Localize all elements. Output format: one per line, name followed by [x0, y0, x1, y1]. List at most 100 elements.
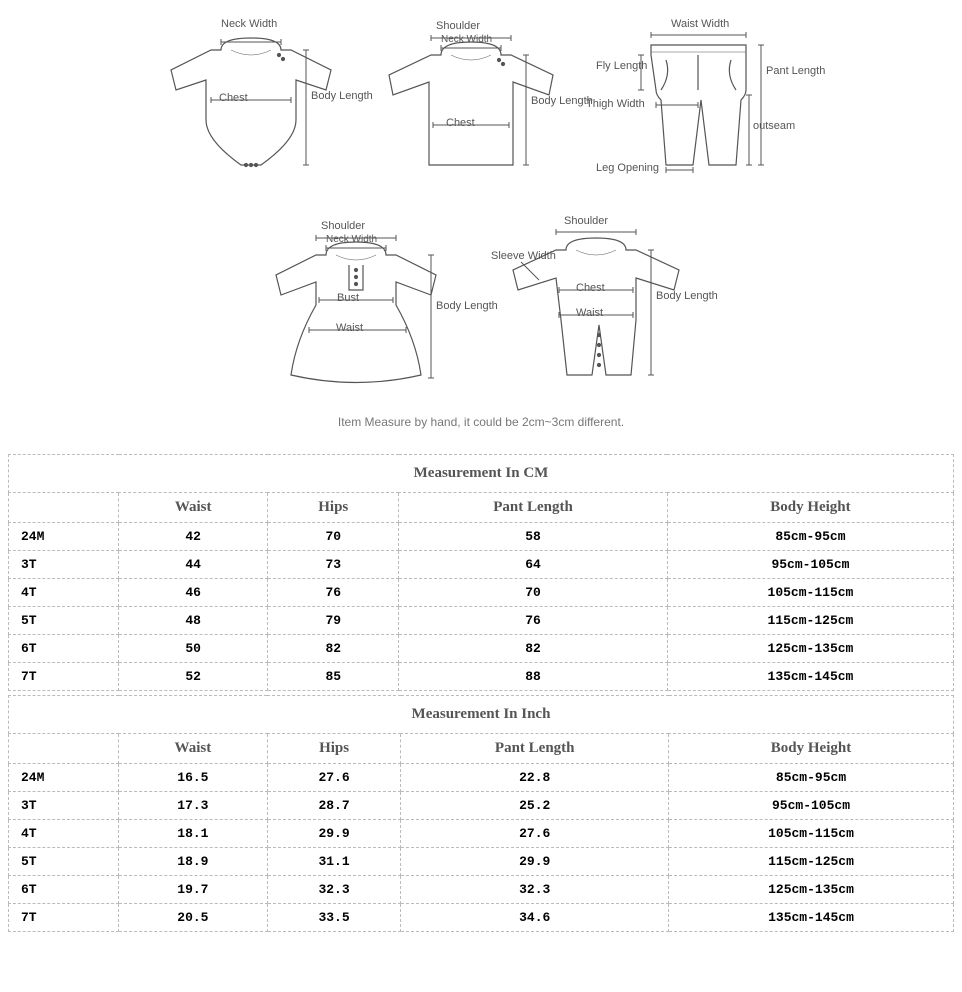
- col-waist-2: Waist: [119, 734, 268, 764]
- cell-value: 115cm-125cm: [667, 607, 953, 635]
- cell-value: 135cm-145cm: [667, 663, 953, 691]
- cell-value: 32.3: [267, 876, 401, 904]
- cell-value: 135cm-145cm: [669, 904, 954, 932]
- label-leg-opening: Leg Opening: [596, 162, 659, 174]
- cell-value: 76: [399, 607, 668, 635]
- label-waist: Waist: [336, 322, 363, 334]
- cell-size: 3T: [9, 551, 119, 579]
- cell-size: 4T: [9, 820, 119, 848]
- cell-size: 24M: [9, 523, 119, 551]
- diagram-dress: Shoulder Neck Width Bust Waist Body Leng…: [261, 220, 461, 390]
- table-row: 6T19.732.332.3125cm-135cm: [9, 876, 954, 904]
- label-thigh-width: Thigh Width: [586, 98, 645, 110]
- label-chest-3: Chest: [576, 282, 605, 294]
- cell-value: 70: [268, 523, 399, 551]
- cell-value: 33.5: [267, 904, 401, 932]
- label-waist-width: Waist Width: [671, 18, 729, 30]
- label-outseam: outseam: [753, 120, 795, 132]
- cell-value: 31.1: [267, 848, 401, 876]
- cell-value: 70: [399, 579, 668, 607]
- cell-value: 105cm-115cm: [669, 820, 954, 848]
- col-hips: Hips: [268, 493, 399, 523]
- cell-size: 6T: [9, 876, 119, 904]
- cell-value: 73: [268, 551, 399, 579]
- cell-value: 42: [119, 523, 268, 551]
- cell-value: 34.6: [401, 904, 669, 932]
- cell-value: 85: [268, 663, 399, 691]
- col-size-2: [9, 734, 119, 764]
- col-hips-2: Hips: [267, 734, 401, 764]
- cell-value: 79: [268, 607, 399, 635]
- cell-value: 85cm-95cm: [669, 764, 954, 792]
- label-neck-width-2: Neck Width: [441, 34, 492, 45]
- cell-size: 3T: [9, 792, 119, 820]
- cell-value: 29.9: [267, 820, 401, 848]
- cell-value: 18.1: [119, 820, 268, 848]
- label-fly-length: Fly Length: [596, 60, 647, 72]
- table-row: 3T17.328.725.295cm-105cm: [9, 792, 954, 820]
- label-shoulder-3: Shoulder: [564, 215, 608, 227]
- cell-size: 5T: [9, 848, 119, 876]
- label-neck-width: Neck Width: [221, 18, 277, 30]
- label-chest: Chest: [219, 92, 248, 104]
- diagram-jumpsuit: Shoulder Sleeve Width Chest Waist Body L…: [501, 220, 701, 390]
- table-row: 24M42705885cm-95cm: [9, 523, 954, 551]
- diagram-shirt: Shoulder Neck Width Chest Body Length: [381, 20, 561, 180]
- table-row: 4T467670105cm-115cm: [9, 579, 954, 607]
- cell-value: 16.5: [119, 764, 268, 792]
- table-row: 5T18.931.129.9115cm-125cm: [9, 848, 954, 876]
- label-neck-width-3: Neck Width: [326, 234, 377, 245]
- cell-value: 46: [119, 579, 268, 607]
- tables-container: Measurement In CM Waist Hips Pant Length…: [0, 454, 962, 956]
- cell-value: 32.3: [401, 876, 669, 904]
- table-row: 7T20.533.534.6135cm-145cm: [9, 904, 954, 932]
- cell-value: 105cm-115cm: [667, 579, 953, 607]
- cell-value: 48: [119, 607, 268, 635]
- table-row: 7T528588135cm-145cm: [9, 663, 954, 691]
- col-size: [9, 493, 119, 523]
- cell-value: 17.3: [119, 792, 268, 820]
- cell-size: 4T: [9, 579, 119, 607]
- label-body-length: Body Length: [311, 90, 373, 102]
- cell-value: 50: [119, 635, 268, 663]
- cell-size: 6T: [9, 635, 119, 663]
- cell-value: 76: [268, 579, 399, 607]
- col-pant-length-2: Pant Length: [401, 734, 669, 764]
- cell-value: 125cm-135cm: [667, 635, 953, 663]
- table-cm-title: Measurement In CM: [9, 455, 954, 493]
- diagram-onesie: Neck Width Chest Body Length: [161, 20, 341, 180]
- measurement-note: Item Measure by hand, it could be 2cm~3c…: [0, 415, 962, 429]
- cell-value: 95cm-105cm: [669, 792, 954, 820]
- measurement-diagrams: Neck Width Chest Body Length Shoulder Ne…: [0, 0, 962, 400]
- cell-value: 25.2: [401, 792, 669, 820]
- label-waist-2: Waist: [576, 307, 603, 319]
- table-row: 5T487976115cm-125cm: [9, 607, 954, 635]
- cell-size: 24M: [9, 764, 119, 792]
- cell-value: 64: [399, 551, 668, 579]
- cell-value: 18.9: [119, 848, 268, 876]
- cell-value: 28.7: [267, 792, 401, 820]
- col-body-height: Body Height: [667, 493, 953, 523]
- cell-size: 7T: [9, 663, 119, 691]
- cell-value: 95cm-105cm: [667, 551, 953, 579]
- cell-size: 7T: [9, 904, 119, 932]
- cell-value: 44: [119, 551, 268, 579]
- cell-value: 19.7: [119, 876, 268, 904]
- cell-value: 88: [399, 663, 668, 691]
- cell-size: 5T: [9, 607, 119, 635]
- label-shoulder-2: Shoulder: [321, 220, 365, 232]
- label-sleeve-width: Sleeve Width: [491, 250, 556, 262]
- cell-value: 27.6: [267, 764, 401, 792]
- label-body-length-4: Body Length: [656, 290, 718, 302]
- label-shoulder: Shoulder: [436, 20, 480, 32]
- table-row: 6T508282125cm-135cm: [9, 635, 954, 663]
- table-inch-header: Waist Hips Pant Length Body Height: [9, 734, 954, 764]
- label-bust: Bust: [337, 292, 359, 304]
- table-inch-title: Measurement In Inch: [9, 696, 954, 734]
- label-body-length-2: Body Length: [531, 95, 593, 107]
- cell-value: 52: [119, 663, 268, 691]
- table-row: 24M16.527.622.885cm-95cm: [9, 764, 954, 792]
- table-row: 3T44736495cm-105cm: [9, 551, 954, 579]
- cell-value: 58: [399, 523, 668, 551]
- col-body-height-2: Body Height: [669, 734, 954, 764]
